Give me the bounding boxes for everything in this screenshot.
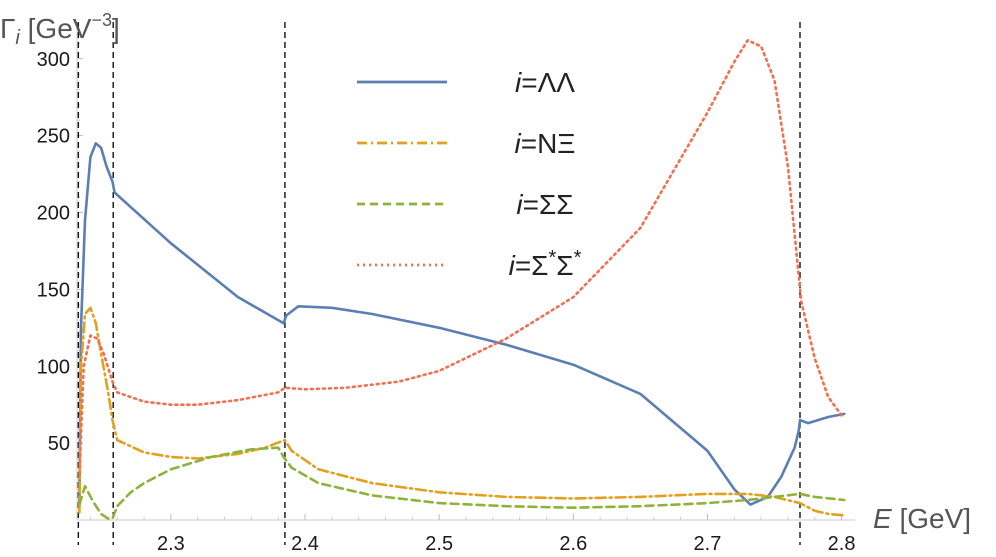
y-tick-label: 300 [37,49,70,71]
y-tick-label: 150 [37,279,70,301]
y-tick-label: 200 [37,203,70,225]
x-tick-label: 2.8 [828,533,856,555]
y-axis: 50 100 150 200 250 300 [37,28,83,520]
x-axis: 2.3 2.4 2.5 2.6 2.7 2.8 [77,514,855,555]
y-tick-label: 50 [48,433,70,455]
threshold-lines [77,22,801,545]
legend-label: i=ΣΣ [516,189,573,220]
x-tick-label: 2.3 [157,533,185,555]
series-lines [78,39,846,520]
y-tick-label: 250 [37,126,70,148]
x-tick-label: 2.6 [559,533,587,555]
y-ticks: 50 100 150 200 250 300 [37,42,83,506]
series-line-2 [78,446,846,520]
x-tick-label: 2.5 [425,533,453,555]
y-tick-label: 100 [37,356,70,378]
series-line-0 [78,142,846,506]
legend: i=ΛΛ i=NΞ i=ΣΣ i=Σ*Σ* [357,67,582,281]
x-ticks: 2.3 2.4 2.5 2.6 2.7 2.8 [89,514,856,555]
y-axis-title: Γi [GeV−3] [0,10,120,49]
x-tick-label: 2.7 [694,533,722,555]
x-axis-title: E [GeV] [873,503,971,534]
legend-label: i=ΛΛ [515,67,575,98]
series-line-3 [78,39,843,476]
x-tick-label: 2.4 [291,533,319,555]
legend-label: i=Σ*Σ* [509,247,582,281]
legend-label: i=NΞ [514,128,575,159]
